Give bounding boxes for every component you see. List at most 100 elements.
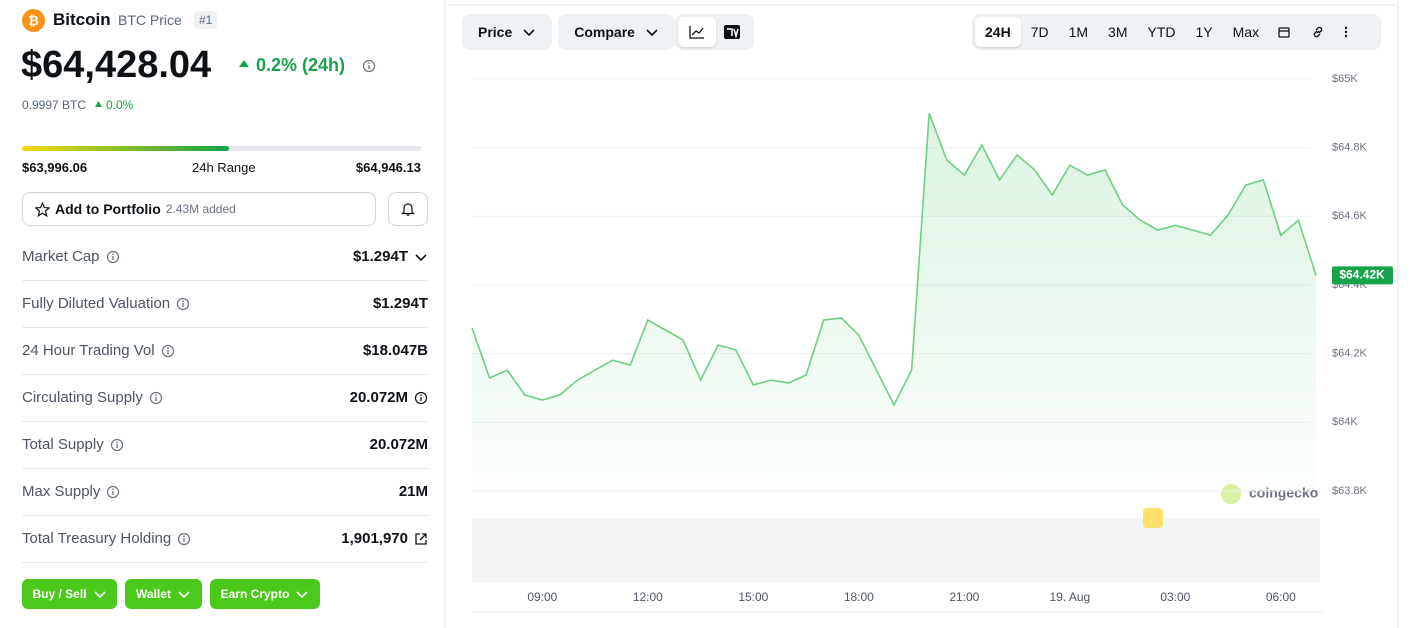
y-tick-label: $64.2K bbox=[1332, 348, 1368, 360]
stat-value-group: 20.072M bbox=[350, 389, 428, 406]
svg-text:₿: ₿ bbox=[28, 13, 39, 28]
range-fill bbox=[22, 146, 229, 151]
stat-row: Max Supply 21M bbox=[22, 468, 428, 516]
action-button[interactable]: Earn Crypto bbox=[210, 579, 320, 609]
view-button[interactable]: Compare bbox=[558, 14, 675, 50]
range-button[interactable]: 24H bbox=[975, 17, 1021, 47]
range-high: $64,946.13 bbox=[355, 160, 421, 175]
tv-icon bbox=[724, 25, 740, 39]
stat-label: Total Supply bbox=[22, 436, 104, 453]
stat-value-group: 21M bbox=[399, 483, 428, 500]
stat-value: $18.047B bbox=[362, 342, 428, 359]
stat-value: 21M bbox=[398, 483, 428, 500]
stat-value-group: $18.047B bbox=[363, 342, 428, 359]
line-icon bbox=[689, 26, 704, 39]
chevron-icon bbox=[646, 29, 658, 37]
stat-label: 24 Hour Trading Vol bbox=[22, 342, 155, 359]
stat-value: 20.072M bbox=[369, 436, 428, 453]
view-button[interactable]: Price bbox=[462, 14, 553, 50]
line-chart-toggle[interactable] bbox=[678, 17, 716, 47]
coin-icon: ₿ bbox=[22, 9, 45, 32]
stat-value: 20.072M bbox=[349, 389, 408, 406]
info-icon bbox=[149, 391, 163, 404]
range-button[interactable]: 1M bbox=[1068, 24, 1089, 40]
view-toolbar: Price Compare bbox=[462, 14, 675, 50]
stat-label: Circulating Supply bbox=[22, 389, 143, 406]
alert-button[interactable] bbox=[388, 192, 428, 226]
stat-label-group: Market Cap bbox=[22, 248, 120, 265]
range-button[interactable]: 3M bbox=[1108, 24, 1128, 40]
volume-band bbox=[472, 518, 1320, 582]
stat-value: $1.294T bbox=[372, 295, 428, 312]
stat-value: $1.294T bbox=[352, 248, 408, 265]
y-tick-label: $63.8K bbox=[1332, 485, 1368, 497]
view-label: Price bbox=[478, 24, 513, 40]
range-button[interactable]: 1Y bbox=[1195, 24, 1213, 40]
up-arrow bbox=[95, 101, 102, 107]
stat-label-group: 24 Hour Trading Vol bbox=[22, 342, 175, 359]
current-price-label: $64.42K bbox=[1339, 268, 1385, 282]
stat-label: Max Supply bbox=[22, 483, 101, 500]
bell-icon bbox=[401, 202, 415, 216]
range-button[interactable]: YTD bbox=[1147, 24, 1176, 40]
current-price-badge bbox=[1332, 266, 1393, 285]
y-tick-label: $65K bbox=[1332, 73, 1358, 85]
btc-price: 0.9997 BTC bbox=[22, 98, 87, 112]
portfolio-added: 2.43M added bbox=[165, 202, 236, 216]
x-tick-label: 09:00 bbox=[527, 590, 557, 604]
info-icon bbox=[107, 485, 120, 498]
info-icon bbox=[178, 532, 191, 545]
coin-symbol: BTC Price bbox=[118, 12, 182, 28]
range-button[interactable]: Max bbox=[1232, 24, 1260, 40]
info-icon bbox=[106, 250, 119, 263]
info-icon bbox=[362, 59, 376, 73]
star-icon bbox=[35, 201, 50, 217]
stat-value-group: 1,901,970 bbox=[341, 530, 428, 547]
stat-row: Total Supply 20.072M bbox=[22, 421, 428, 469]
stat-label: Total Treasury Holding bbox=[22, 530, 172, 547]
coin-name: Bitcoin bbox=[53, 10, 111, 29]
stat-row: Market Cap $1.294T bbox=[22, 233, 428, 281]
range-button[interactable]: 7D bbox=[1030, 24, 1049, 40]
up-arrow bbox=[239, 60, 249, 67]
stat-value-group: $1.294T bbox=[353, 248, 428, 265]
range-track bbox=[22, 146, 421, 151]
x-tick-label: 03:00 bbox=[1160, 590, 1190, 604]
x-tick-label: 18:00 bbox=[844, 590, 874, 604]
action-label: Wallet bbox=[136, 587, 171, 601]
chevron-icon bbox=[415, 253, 427, 261]
x-tick-label: 12:00 bbox=[633, 590, 663, 604]
action-button[interactable]: Buy / Sell bbox=[22, 579, 117, 609]
external-link-icon bbox=[415, 532, 427, 545]
y-tick-label: $64.8K bbox=[1332, 142, 1368, 154]
action-button[interactable]: Wallet bbox=[125, 579, 202, 609]
price-change: 0.2% (24h) bbox=[256, 55, 346, 75]
tradingview-toggle[interactable] bbox=[716, 17, 748, 47]
link-icon bbox=[1313, 26, 1323, 38]
x-tick-label: 06:00 bbox=[1266, 590, 1296, 604]
chart-style-toggle bbox=[675, 14, 754, 50]
price-area bbox=[472, 113, 1316, 492]
stat-label-group: Total Treasury Holding bbox=[22, 530, 191, 547]
chevron-icon bbox=[523, 29, 535, 37]
x-tick-label: 21:00 bbox=[949, 590, 979, 604]
view-label: Compare bbox=[574, 24, 635, 40]
stat-row: Total Treasury Holding 1,901,970 bbox=[22, 515, 428, 563]
coin-rank: #1 bbox=[194, 11, 218, 29]
stat-label-group: Circulating Supply bbox=[22, 389, 163, 406]
info-icon bbox=[177, 297, 190, 310]
btc-change: 0.0% bbox=[106, 98, 134, 112]
info-icon bbox=[110, 438, 123, 451]
stat-row: 24 Hour Trading Vol $18.047B bbox=[22, 327, 428, 375]
stat-value-group: $1.294T bbox=[373, 295, 428, 312]
more-icon bbox=[1344, 26, 1348, 38]
stat-row: Circulating Supply 20.072M bbox=[22, 374, 428, 422]
range-label: 24h Range bbox=[192, 160, 256, 175]
y-tick-label: $64.6K bbox=[1332, 210, 1368, 222]
stat-value-group: 20.072M bbox=[370, 436, 428, 453]
portfolio-button[interactable]: Add to Portfolio 2.43M added bbox=[22, 192, 376, 226]
info-icon bbox=[414, 391, 428, 404]
stat-label-group: Total Supply bbox=[22, 436, 124, 453]
